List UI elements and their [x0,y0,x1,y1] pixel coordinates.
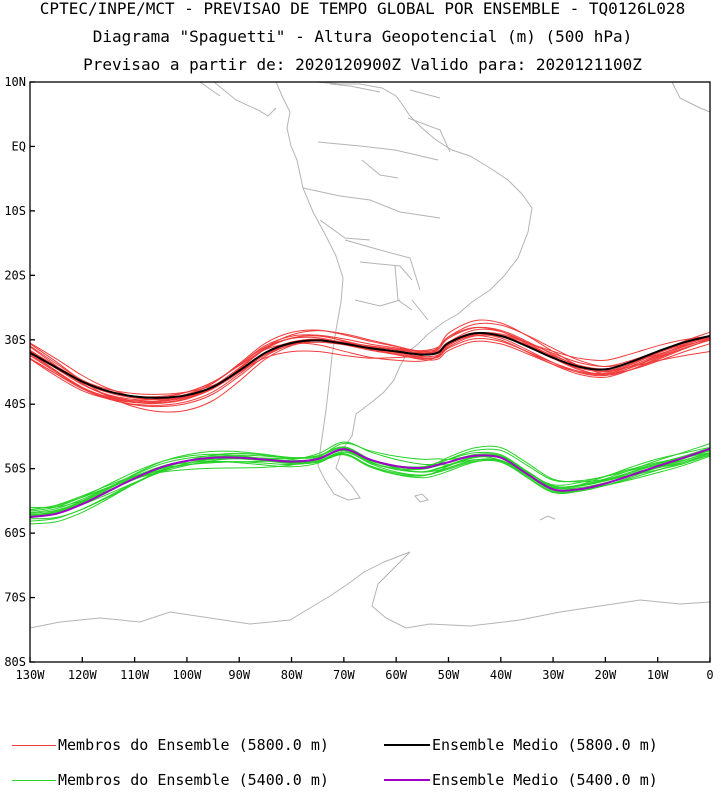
country-borders [302,117,451,321]
x-tick-label: 100W [172,668,202,682]
spaghetti-map: 130W 120W 110W 100W 90W 80W 70W 60W 50W 40W 30W 20W… [4,75,713,682]
chart-title-line-1: CPTEC/INPE/MCT - PREVISAO DE TEMPO GLOBA… [39,0,686,18]
legend-label-mean-5400: Ensemble Medio (5400.0 m) [432,771,658,789]
x-tick-label: 120W [68,668,98,682]
x-tick-label: 90W [228,668,250,682]
south-georgia-coastline [539,515,556,521]
ensemble-mean-5400-line [29,447,711,518]
ensemble-member-line [29,330,711,401]
axes: 130W 120W 110W 100W 90W 80W 70W 60W 50W 40W 30W 20W… [4,75,713,682]
ensemble-member-line [29,326,711,405]
ensemble-member-line [29,335,711,403]
legend-swatch-members-5400 [12,780,56,781]
y-tick-label: 60S [4,526,26,540]
central-america-coastline [199,81,277,117]
ensemble-mean-5800-line [29,331,711,399]
x-tick-label: 40W [490,668,512,682]
y-tick-label: 80S [4,655,26,669]
ensemble-member-line [29,453,711,522]
legend-label-mean-5800: Ensemble Medio (5800.0 m) [432,736,658,754]
y-tick-label: 20S [4,268,26,282]
legend-swatch-members-5800 [12,745,56,746]
falklands-coastline [414,493,429,503]
legend-label-members-5400: Membros do Ensemble (5400.0 m) [58,771,329,789]
x-tick-label: 0 [706,668,713,682]
ensemble-member-line [29,442,711,510]
chart-title-line-3: Previsao a partir de: 2020120900Z Valido… [83,55,642,74]
x-tick-label: 30W [542,668,564,682]
ensemble-member-line [29,333,711,404]
x-tick-label: 130W [16,668,46,682]
ensemble-member-line [29,454,711,520]
x-tick-label: 50W [438,668,460,682]
coastlines [29,81,711,629]
ensemble-member-line [29,448,711,512]
africa-coastline [671,81,711,113]
ensemble-members [29,319,711,525]
ensemble-member-line [29,335,711,408]
x-tick-label: 110W [120,668,150,682]
legend-label-members-5800: Membros do Ensemble (5800.0 m) [58,736,329,754]
south-america-coastline [275,81,533,501]
y-tick-label: 10N [4,75,26,89]
antarctica-coastline [29,551,711,629]
y-tick-label: EQ [12,139,26,153]
x-tick-label: 80W [281,668,303,682]
y-tick-label: 40S [4,397,26,411]
legend-swatch-mean-5400 [384,779,430,781]
y-tick-label: 70S [4,591,26,605]
chart-title-line-2: Diagrama "Spaguetti" - Altura Geopotenci… [92,27,633,46]
ensemble-means [29,331,711,518]
x-tick-label: 60W [385,668,407,682]
x-tick-label: 10W [647,668,669,682]
ensemble-member-line [29,326,711,400]
caribbean-coastline [329,83,441,99]
y-tick-label: 50S [4,462,26,476]
x-tick-label: 70W [333,668,355,682]
y-tick-label: 30S [4,333,26,347]
ensemble-member-line [29,319,711,395]
y-tick-label: 10S [4,204,26,218]
x-tick-label: 20W [595,668,617,682]
legend-swatch-mean-5800 [384,744,430,746]
ensemble-member-line [29,331,711,401]
plot-frame [29,81,711,663]
